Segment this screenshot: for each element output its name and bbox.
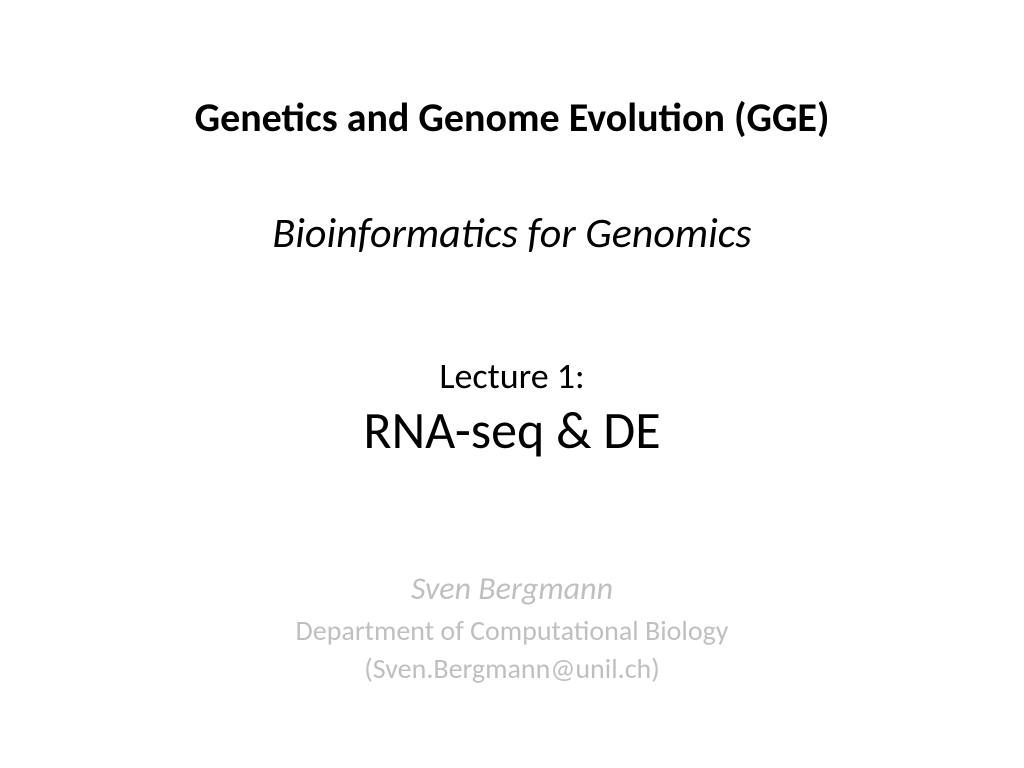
author-name: Sven Bergmann: [0, 570, 1024, 608]
lecture-topic: RNA-seq & DE: [0, 402, 1024, 459]
lecture-label: Lecture 1:: [0, 355, 1024, 398]
author-department: Department of Computational Biology: [0, 612, 1024, 650]
course-subtitle: Bioinformatics for Genomics: [0, 210, 1024, 258]
course-title: Genetics and Genome Evolution (GGE): [0, 95, 1024, 141]
slide: Genetics and Genome Evolution (GGE) Bioi…: [0, 0, 1024, 768]
author-email: (Sven.Bergmann@unil.ch): [0, 650, 1024, 688]
lecture-block: Lecture 1: RNA-seq & DE: [0, 355, 1024, 459]
author-block: Sven Bergmann Department of Computationa…: [0, 570, 1024, 688]
